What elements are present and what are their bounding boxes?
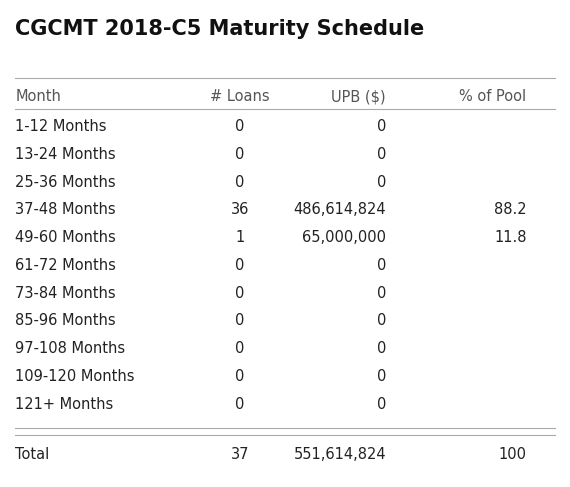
Text: 0: 0 [377,314,386,328]
Text: CGCMT 2018-C5 Maturity Schedule: CGCMT 2018-C5 Maturity Schedule [15,19,425,38]
Text: 49-60 Months: 49-60 Months [15,230,116,245]
Text: 0: 0 [377,369,386,384]
Text: 0: 0 [235,369,245,384]
Text: 0: 0 [235,174,245,189]
Text: 0: 0 [377,174,386,189]
Text: 37: 37 [231,447,249,462]
Text: 1: 1 [235,230,245,245]
Text: Total: Total [15,447,50,462]
Text: 0: 0 [235,285,245,300]
Text: 0: 0 [377,285,386,300]
Text: 13-24 Months: 13-24 Months [15,147,116,162]
Text: 85-96 Months: 85-96 Months [15,314,116,328]
Text: 0: 0 [235,147,245,162]
Text: 37-48 Months: 37-48 Months [15,202,116,217]
Text: 36: 36 [231,202,249,217]
Text: Month: Month [15,90,62,104]
Text: 0: 0 [377,119,386,134]
Text: 11.8: 11.8 [494,230,527,245]
Text: 100: 100 [499,447,527,462]
Text: 88.2: 88.2 [494,202,527,217]
Text: # Loans: # Loans [210,90,270,104]
Text: 0: 0 [377,341,386,356]
Text: 121+ Months: 121+ Months [15,397,113,412]
Text: 61-72 Months: 61-72 Months [15,258,116,273]
Text: 97-108 Months: 97-108 Months [15,341,125,356]
Text: 0: 0 [377,397,386,412]
Text: 65,000,000: 65,000,000 [302,230,386,245]
Text: 0: 0 [235,341,245,356]
Text: 0: 0 [235,119,245,134]
Text: 0: 0 [377,258,386,273]
Text: 0: 0 [377,147,386,162]
Text: 25-36 Months: 25-36 Months [15,174,116,189]
Text: 486,614,824: 486,614,824 [294,202,386,217]
Text: 73-84 Months: 73-84 Months [15,285,116,300]
Text: 1-12 Months: 1-12 Months [15,119,107,134]
Text: 109-120 Months: 109-120 Months [15,369,135,384]
Text: UPB ($): UPB ($) [332,90,386,104]
Text: % of Pool: % of Pool [459,90,527,104]
Text: 0: 0 [235,258,245,273]
Text: 0: 0 [235,397,245,412]
Text: 0: 0 [235,314,245,328]
Text: 551,614,824: 551,614,824 [294,447,386,462]
